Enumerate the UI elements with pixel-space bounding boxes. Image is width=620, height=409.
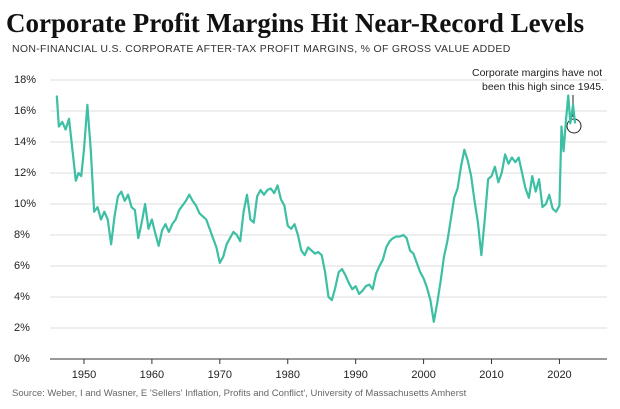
x-tick-label: 1980 bbox=[276, 369, 300, 381]
x-tick-label: 1970 bbox=[208, 369, 232, 381]
x-tick-label: 2020 bbox=[547, 369, 571, 381]
y-tick-label: 6% bbox=[14, 260, 30, 272]
chart-subtitle: NON-FINANCIAL U.S. CORPORATE AFTER-TAX P… bbox=[12, 43, 511, 55]
x-tick-label: 2000 bbox=[411, 369, 435, 381]
y-tick-label: 12% bbox=[14, 167, 36, 179]
x-tick-label: 2010 bbox=[479, 369, 503, 381]
y-tick-label: 14% bbox=[14, 136, 36, 148]
y-tick-label: 4% bbox=[14, 291, 30, 303]
annotation-line: Corporate margins have not bbox=[472, 67, 602, 79]
y-tick-label: 2% bbox=[14, 322, 30, 334]
y-tick-label: 0% bbox=[14, 353, 30, 365]
source-note: Source: Weber, I and Wasner, E 'Sellers'… bbox=[12, 388, 467, 399]
x-tick-label: 1960 bbox=[140, 369, 164, 381]
y-tick-label: 18% bbox=[14, 74, 36, 86]
y-tick-label: 10% bbox=[14, 198, 36, 210]
y-tick-label: 16% bbox=[14, 105, 36, 117]
chart-title: Corporate Profit Margins Hit Near-Record… bbox=[6, 8, 584, 38]
x-tick-label: 1990 bbox=[343, 369, 367, 381]
y-tick-label: 8% bbox=[14, 229, 30, 241]
annotation-line: been this high since 1945. bbox=[482, 81, 604, 93]
x-tick-label: 1950 bbox=[72, 369, 96, 381]
data-line bbox=[55, 94, 577, 323]
